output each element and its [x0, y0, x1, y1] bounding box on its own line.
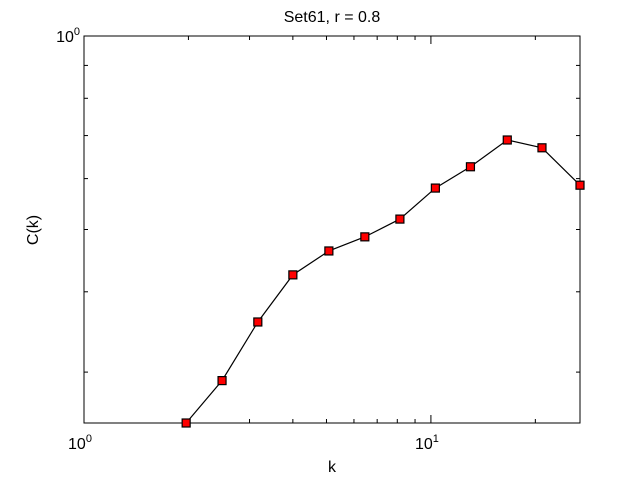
plot-area — [83, 35, 581, 424]
marker — [502, 135, 512, 145]
marker — [395, 214, 405, 224]
marker — [430, 183, 440, 193]
marker — [253, 317, 263, 327]
marker — [324, 246, 334, 256]
marker — [537, 143, 547, 153]
tick-label: 100 — [56, 26, 80, 46]
y-axis-label: C(k) — [25, 215, 42, 245]
tick-label: 101 — [415, 433, 439, 453]
marker — [575, 180, 585, 190]
tick-label: 100 — [68, 433, 92, 453]
series-line — [185, 139, 581, 424]
marker — [360, 232, 370, 242]
marker — [217, 376, 227, 386]
x-axis-label: k — [328, 459, 337, 476]
marker — [181, 418, 191, 428]
marker — [465, 162, 476, 172]
chart-title: Set61, r = 0.8 — [284, 9, 381, 26]
marker — [288, 270, 298, 280]
